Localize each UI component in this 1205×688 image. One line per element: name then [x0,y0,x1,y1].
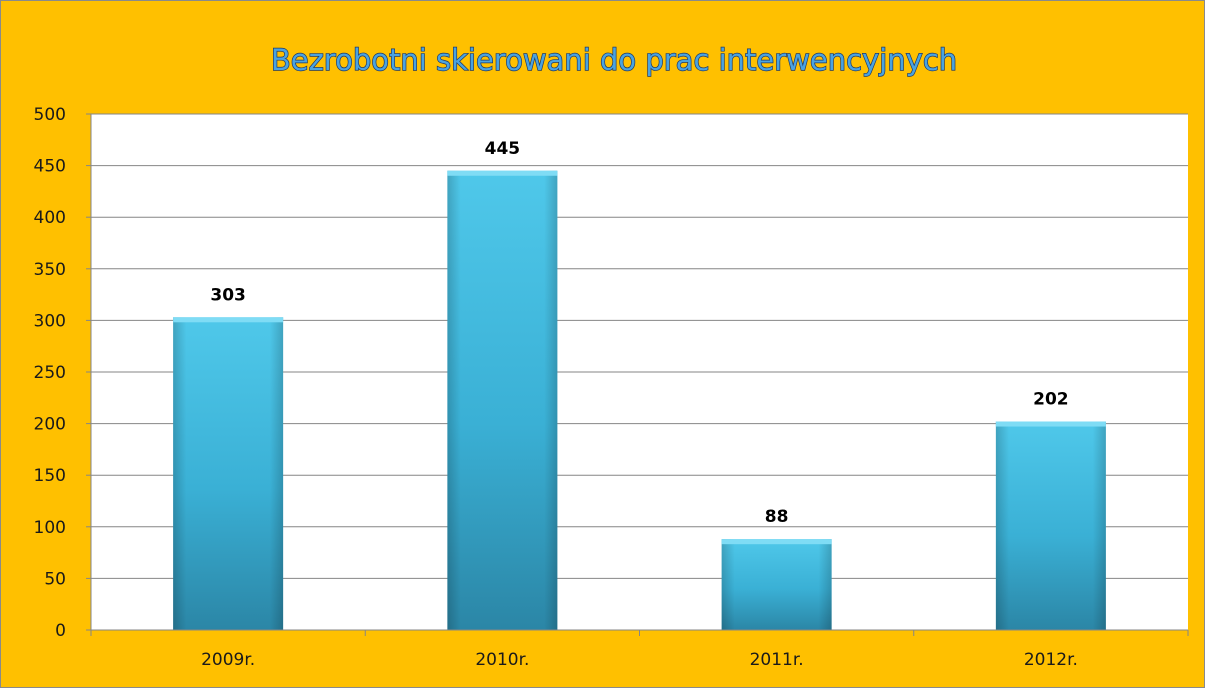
bar-shade [173,317,284,630]
y-tick-label: 0 [55,621,66,641]
bar-shade [447,170,558,630]
x-tick-label: 2012r. [1024,650,1078,670]
data-label: 303 [210,285,246,305]
y-tick-label: 500 [34,105,66,125]
y-tick-label: 50 [44,569,66,589]
bar-top-highlight [173,317,284,323]
x-axis-tick-labels: 2009r. 2010r. 2011r. 2012r. [201,650,1078,670]
bar-shade [995,421,1106,630]
data-label: 445 [485,139,521,159]
y-tick-label: 300 [34,311,66,331]
bar [173,317,284,630]
y-axis-tick-labels: 0 50 100 150 200 250 300 350 400 450 500 [34,105,66,641]
data-label: 202 [1033,390,1069,410]
bar [721,539,832,630]
x-tick-label: 2009r. [201,650,255,670]
y-tick-label: 350 [34,260,66,280]
y-tick-label: 200 [34,415,66,435]
bar-top-highlight [721,539,832,545]
data-label: 88 [765,507,789,527]
data-labels: 303 445 88 202 [210,139,1068,527]
y-tick-label: 250 [34,363,66,383]
x-tick-label: 2010r. [475,650,529,670]
y-tick-label: 400 [34,208,66,228]
bar-top-highlight [447,170,558,176]
bar [995,421,1106,630]
chart-title: Bezrobotni skierowani do prac interwency… [271,43,957,77]
x-tick-label: 2011r. [750,650,804,670]
y-tick-label: 450 [34,157,66,177]
bar-top-highlight [995,421,1106,427]
y-tick-label: 100 [34,518,66,538]
y-tick-label: 150 [34,466,66,486]
bar-shade [721,539,832,630]
bars [173,170,1106,630]
bar [447,170,558,630]
